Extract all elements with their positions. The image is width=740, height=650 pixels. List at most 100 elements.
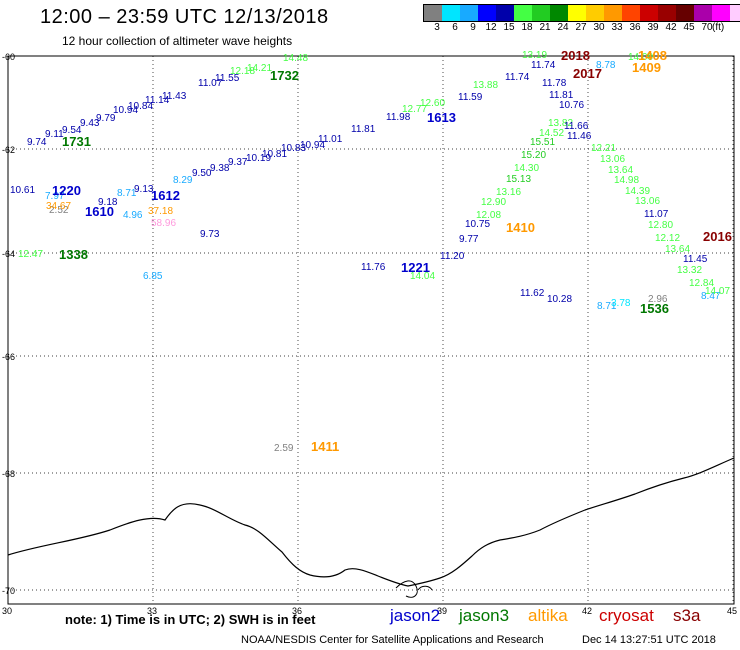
legend-tick-label: 6 xyxy=(452,22,458,33)
legend-tick-label: 39 xyxy=(647,22,659,33)
swh-label: 11.14 xyxy=(145,95,170,106)
legend-tick-label: 18 xyxy=(521,22,533,33)
longitude-label: 36 xyxy=(292,606,302,616)
swh-label: 10.94 xyxy=(113,105,139,116)
latitude-label: -70 xyxy=(2,586,15,596)
sat-s3a: s3a xyxy=(673,606,701,625)
legend-tick-label: 3 xyxy=(434,22,440,33)
legend-swatch xyxy=(676,5,694,21)
legend-swatch xyxy=(622,5,640,21)
swh-label: 13.64 xyxy=(665,244,691,255)
swh-label: 11.74 xyxy=(505,72,530,83)
swh-label: 14.98 xyxy=(614,175,640,186)
swh-label: 13.19 xyxy=(522,50,548,61)
swh-label: 13.16 xyxy=(496,187,522,198)
swh-label: 12.47 xyxy=(18,249,44,260)
swh-label: 13.32 xyxy=(677,265,703,276)
swh-label: 12.90 xyxy=(481,197,507,208)
legend-swatch xyxy=(568,5,586,21)
pass-id-label: 1409 xyxy=(632,60,661,75)
sat-jason2: jason2 xyxy=(390,606,441,625)
swh-label: 7.97 xyxy=(45,191,65,202)
pass-id-label: 2016 xyxy=(703,229,732,244)
coastline-island xyxy=(417,585,433,591)
swh-label: 9.13 xyxy=(134,184,154,195)
swh-label: 8.78 xyxy=(596,60,616,71)
swh-label: 12.84 xyxy=(689,278,715,289)
swh-label: 10.19 xyxy=(246,153,272,164)
pass-id-label: 1411 xyxy=(311,439,340,454)
latitude-label: -66 xyxy=(2,352,15,362)
swh-label: 58.96 xyxy=(151,218,177,229)
swh-label: 13.06 xyxy=(600,154,626,165)
pass-id-label: 1732 xyxy=(270,68,299,83)
swh-label: 8.47 xyxy=(701,291,721,302)
legend-tick-label: 36 xyxy=(629,22,641,33)
pass-id-label: 1410 xyxy=(506,220,535,235)
swh-label: 10.76 xyxy=(559,100,585,111)
swh-label: 37.18 xyxy=(148,206,174,217)
swh-label: 13.06 xyxy=(635,196,661,207)
swh-label: 3.78 xyxy=(611,298,631,309)
swh-label: 2.52 xyxy=(49,205,69,216)
swh-label: 8.71 xyxy=(117,188,137,199)
swh-label: 11.43 xyxy=(162,91,187,102)
antarctic-coastline xyxy=(7,457,735,587)
longitude-label: 45 xyxy=(727,606,737,616)
swh-label: 11.01 xyxy=(318,134,343,145)
legend-tick-label: 27 xyxy=(575,22,587,33)
map-title: 12:00 – 23:59 UTC 12/13/2018 xyxy=(40,6,329,28)
pass-id-label: 1221 xyxy=(401,260,430,275)
legend-swatch xyxy=(712,5,730,21)
swh-label: 6.85 xyxy=(143,271,163,282)
legend-swatch xyxy=(604,5,622,21)
swh-label: 4.96 xyxy=(123,210,143,221)
swh-label: 10.61 xyxy=(10,185,36,196)
legend-tick-label: 33 xyxy=(611,22,623,33)
swh-label: 9.43 xyxy=(80,118,100,129)
legend-swatch xyxy=(640,5,658,21)
swh-label: 11.55 xyxy=(215,73,240,84)
swh-label: 15.51 xyxy=(530,137,556,148)
swh-label: 14.21 xyxy=(247,63,273,74)
legend-swatch xyxy=(694,5,712,21)
swh-label: 11.07 xyxy=(198,78,223,89)
legend-tick-label: 42 xyxy=(665,22,677,33)
legend-swatch xyxy=(424,5,442,21)
credit-line: NOAA/NESDIS Center for Satellite Applica… xyxy=(241,634,544,646)
swh-label: 10.81 xyxy=(262,149,288,160)
swh-label: 14.00 xyxy=(628,52,654,63)
longitude-label: 30 xyxy=(2,606,12,616)
footer-note: note: 1) Time is in UTC; 2) SWH is in fe… xyxy=(65,612,316,627)
latitude-label: -64 xyxy=(2,249,15,259)
swh-label: 11.78 xyxy=(542,78,567,89)
graticule: -60 -62 -64 -66 -68 -70 30 33 36 39 42 45 xyxy=(2,52,737,616)
sat-cryosat: cryosat xyxy=(599,606,654,625)
swh-label: 11.74 xyxy=(531,60,556,71)
sat-altika: altika xyxy=(528,606,568,625)
pass-id-label: 1408 xyxy=(638,48,667,63)
swh-label: 12.77 xyxy=(402,104,428,115)
map-subtitle: 12 hour collection of altimeter wave hei… xyxy=(62,34,293,48)
legend-tick-label: 45 xyxy=(683,22,695,33)
legend-tick-label: 12 xyxy=(485,22,497,33)
swh-label: 9.18 xyxy=(98,197,118,208)
swh-label: 14.48 xyxy=(283,53,309,64)
longitude-label: 39 xyxy=(437,606,447,616)
latitude-label: -68 xyxy=(2,469,15,479)
swh-label: 12.21 xyxy=(591,143,617,154)
legend-tick-label: 15 xyxy=(503,22,515,33)
swh-label: 11.81 xyxy=(351,124,376,135)
legend-swatch xyxy=(514,5,532,21)
sat-jason3: jason3 xyxy=(459,606,510,625)
legend-swatch xyxy=(550,5,568,21)
generation-timestamp: Dec 14 13:27:51 UTC 2018 xyxy=(582,634,716,646)
swh-label: 15.20 xyxy=(521,150,547,161)
pass-id-label: 1536 xyxy=(640,301,669,316)
longitude-label: 33 xyxy=(147,606,157,616)
longitude-label: 42 xyxy=(582,606,592,616)
swh-label: 11.59 xyxy=(458,92,483,103)
swh-label: 9.79 xyxy=(96,113,116,124)
pass-id-label: 1220 xyxy=(52,183,81,198)
